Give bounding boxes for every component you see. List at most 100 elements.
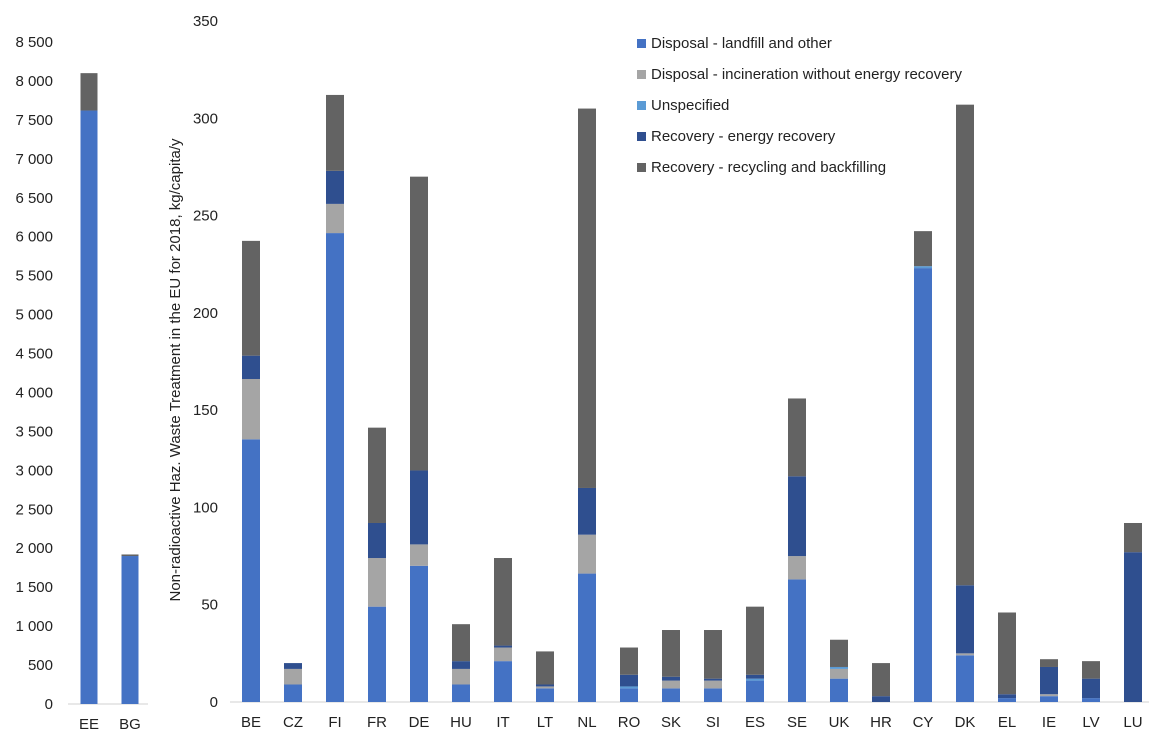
bar-segment-cy-disposal-landfill-and-other <box>914 268 932 702</box>
x-tick-label: SE <box>787 714 807 731</box>
bar-segment-de-recovery-recycling-and-backfilling <box>410 176 428 471</box>
bar-segment-it-disposal-incineration-without-energy-recovery <box>494 647 512 662</box>
bar-segment-si-recovery-recycling-and-backfilling <box>704 630 722 679</box>
bar-uk <box>830 639 848 702</box>
y-tick-label: 350 <box>193 13 218 30</box>
bar-segment-lt-disposal-landfill-and-other <box>536 688 554 702</box>
bar-segment-be-disposal-landfill-and-other <box>242 439 260 702</box>
bar-segment-fi-recovery-recycling-and-backfilling <box>326 94 344 171</box>
bar-sk <box>662 630 680 702</box>
bar-segment-dk-disposal-landfill-and-other <box>956 655 974 702</box>
bar-segment-se-disposal-landfill-and-other <box>788 579 806 702</box>
bar-hu <box>452 624 470 702</box>
bar-segment-el-recovery-energy-recovery <box>998 694 1016 699</box>
bar-segment-es-disposal-landfill-and-other <box>746 680 764 702</box>
legend-swatch <box>637 39 646 48</box>
bar-ro <box>620 647 638 702</box>
bar-segment-el-disposal-landfill-and-other <box>998 698 1016 702</box>
bar-segment-nl-recovery-energy-recovery <box>578 487 596 535</box>
y-tick-label: 1 000 <box>15 618 53 635</box>
bar-segment-si-disposal-incineration-without-energy-recovery <box>704 680 722 689</box>
y-tick-label: 5 000 <box>15 307 53 324</box>
bar-segment-ro-unspecified <box>620 686 638 689</box>
bar-el <box>998 612 1016 702</box>
bar-fi <box>326 94 344 702</box>
bar-segment-es-recovery-recycling-and-backfilling <box>746 606 764 675</box>
bar-segment-it-recovery-recycling-and-backfilling <box>494 558 512 646</box>
bar-segment-si-recovery-energy-recovery <box>704 678 722 681</box>
bar-segment-ee-recovery-recycling-and-backfilling <box>80 73 98 111</box>
bar-segment-bg-recovery-recycling-and-backfilling <box>121 554 139 557</box>
bar-segment-se-disposal-incineration-without-energy-recovery <box>788 556 806 580</box>
bar-dk <box>956 104 974 702</box>
bar-segment-sk-disposal-landfill-and-other <box>662 688 680 702</box>
legend-label: Disposal - incineration without energy r… <box>651 66 962 83</box>
bar-it <box>494 558 512 702</box>
bar-segment-lt-recovery-recycling-and-backfilling <box>536 651 554 685</box>
y-tick-label: 8 500 <box>15 34 53 51</box>
y-tick-label: 7 000 <box>15 151 53 168</box>
bar-segment-hu-disposal-incineration-without-energy-recovery <box>452 668 470 685</box>
bar-segment-cz-disposal-incineration-without-energy-recovery <box>284 668 302 685</box>
bar-segment-uk-disposal-incineration-without-energy-recovery <box>830 668 848 679</box>
bar-fr <box>368 427 386 702</box>
legend-label: Unspecified <box>651 97 729 114</box>
y-tick-label: 8 000 <box>15 73 53 90</box>
bar-segment-ro-recovery-recycling-and-backfilling <box>620 647 638 675</box>
bar-si <box>704 630 722 702</box>
bar-segment-se-recovery-recycling-and-backfilling <box>788 398 806 477</box>
x-tick-label: EE <box>79 716 99 731</box>
bar-nl <box>578 108 596 702</box>
x-tick-label: CZ <box>283 714 303 731</box>
y-tick-label: 50 <box>201 597 218 614</box>
bar-cz <box>284 663 302 702</box>
bar-segment-ro-disposal-landfill-and-other <box>620 688 638 702</box>
y-tick-label: 0 <box>210 694 218 711</box>
bar-segment-uk-disposal-landfill-and-other <box>830 678 848 702</box>
bar-segment-se-recovery-energy-recovery <box>788 476 806 557</box>
bar-segment-nl-disposal-incineration-without-energy-recovery <box>578 534 596 574</box>
legend-label: Disposal - landfill and other <box>651 35 832 52</box>
bar-ie <box>1040 659 1058 702</box>
y-tick-label: 300 <box>193 110 218 127</box>
bar-segment-cz-disposal-landfill-and-other <box>284 684 302 702</box>
y-tick-label: 150 <box>193 402 218 419</box>
bar-segment-bg-disposal-landfill-and-other <box>121 556 139 704</box>
bar-be <box>242 240 260 702</box>
y-tick-label: 3 500 <box>15 423 53 440</box>
x-tick-label: FI <box>328 714 341 731</box>
bar-bg <box>121 554 139 704</box>
y-tick-label: 6 500 <box>15 190 53 207</box>
x-tick-label: BE <box>241 714 261 731</box>
bar-segment-de-disposal-incineration-without-energy-recovery <box>410 544 428 566</box>
legend-swatch <box>637 132 646 141</box>
x-tick-label: HU <box>450 714 472 731</box>
bar-segment-cy-recovery-recycling-and-backfilling <box>914 231 932 267</box>
y-tick-label: 250 <box>193 208 218 225</box>
bar-segment-ee-disposal-landfill-and-other <box>80 110 98 704</box>
x-tick-label: LV <box>1082 714 1099 731</box>
bar-segment-fr-recovery-energy-recovery <box>368 522 386 559</box>
legend-item-recovery-recycling-and-backfilling: Recovery - recycling and backfilling <box>637 159 886 176</box>
legend-swatch <box>637 163 646 172</box>
bar-segment-dk-recovery-recycling-and-backfilling <box>956 104 974 586</box>
bar-segment-nl-disposal-landfill-and-other <box>578 573 596 702</box>
bar-de <box>410 176 428 702</box>
y-tick-label: 2 500 <box>15 501 53 518</box>
bar-ee <box>80 73 98 704</box>
y-tick-label: 0 <box>45 696 53 713</box>
y-tick-label: 100 <box>193 499 218 516</box>
bar-segment-fi-recovery-energy-recovery <box>326 170 344 204</box>
bar-segment-fr-disposal-landfill-and-other <box>368 606 386 702</box>
x-tick-label: BG <box>119 716 141 731</box>
x-tick-label: RO <box>618 714 641 731</box>
bar-segment-nl-recovery-recycling-and-backfilling <box>578 108 596 488</box>
bar-lv <box>1082 661 1100 702</box>
bar-segment-sk-recovery-recycling-and-backfilling <box>662 630 680 677</box>
bar-segment-lu-recovery-recycling-and-backfilling <box>1124 522 1142 553</box>
x-tick-label: DK <box>955 714 976 731</box>
bar-segment-si-disposal-landfill-and-other <box>704 688 722 702</box>
bar-segment-it-disposal-landfill-and-other <box>494 661 512 702</box>
bar-segment-fi-disposal-incineration-without-energy-recovery <box>326 203 344 234</box>
bar-segment-ro-recovery-energy-recovery <box>620 674 638 687</box>
